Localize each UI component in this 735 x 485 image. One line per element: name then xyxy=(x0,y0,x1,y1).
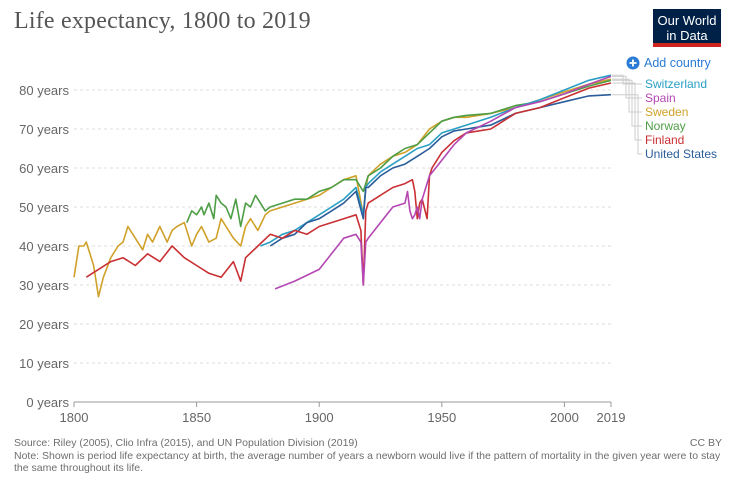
chart-title: Life expectancy, 1800 to 2019 xyxy=(14,8,311,34)
x-tick-label: 1850 xyxy=(182,410,211,425)
legend-label-switzerland[interactable]: Switzerland xyxy=(645,77,707,91)
x-tick-label: 1900 xyxy=(305,410,334,425)
x-tick-label: 1800 xyxy=(60,410,89,425)
logo-line-1: Our World xyxy=(657,13,717,28)
line-chart: 0 years 10 years 20 years 30 years 40 years 5… xyxy=(19,56,717,425)
note-text: Note: Shown is period life expectancy at… xyxy=(14,449,721,475)
legend-label-finland[interactable]: Finland xyxy=(645,133,684,147)
legend-label-spain[interactable]: Spain xyxy=(645,91,676,105)
series-line-norway[interactable] xyxy=(186,79,612,228)
source-text: Source: Riley (2005), Clio Infra (2015),… xyxy=(14,437,358,449)
x-tick-label: 1950 xyxy=(427,410,456,425)
legend-connector-spain xyxy=(612,75,642,99)
series-line-sweden[interactable] xyxy=(73,78,612,298)
y-tick-label: 20 years xyxy=(19,317,69,332)
add-country-plus xyxy=(629,59,637,67)
x-tick-label: 2019 xyxy=(597,410,626,425)
series-line-united-states[interactable] xyxy=(269,93,612,247)
y-tick-label: 80 years xyxy=(19,83,69,98)
x-tick-label: 2000 xyxy=(550,410,579,425)
series-line-finland[interactable] xyxy=(85,82,612,286)
owid-logo[interactable]: Our World in Data xyxy=(653,9,721,47)
y-tick-label: 40 years xyxy=(19,239,69,254)
legend-label-united-states[interactable]: United States xyxy=(645,147,717,161)
legend-connector-norway xyxy=(612,79,642,127)
y-tick-label: 10 years xyxy=(19,356,69,371)
y-tick-label: 50 years xyxy=(19,200,69,215)
chart-footer: Source: Riley (2005), Clio Infra (2015),… xyxy=(14,437,722,475)
y-tick-label: 0 years xyxy=(26,395,69,410)
y-tick-label: 30 years xyxy=(19,278,69,293)
legend-label-norway[interactable]: Norway xyxy=(645,119,686,133)
y-tick-label: 60 years xyxy=(19,161,69,176)
logo-line-2: in Data xyxy=(666,28,708,43)
license-label[interactable]: CC BY xyxy=(689,437,722,449)
series-line-spain[interactable] xyxy=(274,75,612,290)
add-country-button[interactable]: Add country xyxy=(644,56,711,70)
legend-label-sweden[interactable]: Sweden xyxy=(645,105,688,119)
y-tick-label: 70 years xyxy=(19,122,69,137)
legend-connector-united-states xyxy=(612,94,642,155)
